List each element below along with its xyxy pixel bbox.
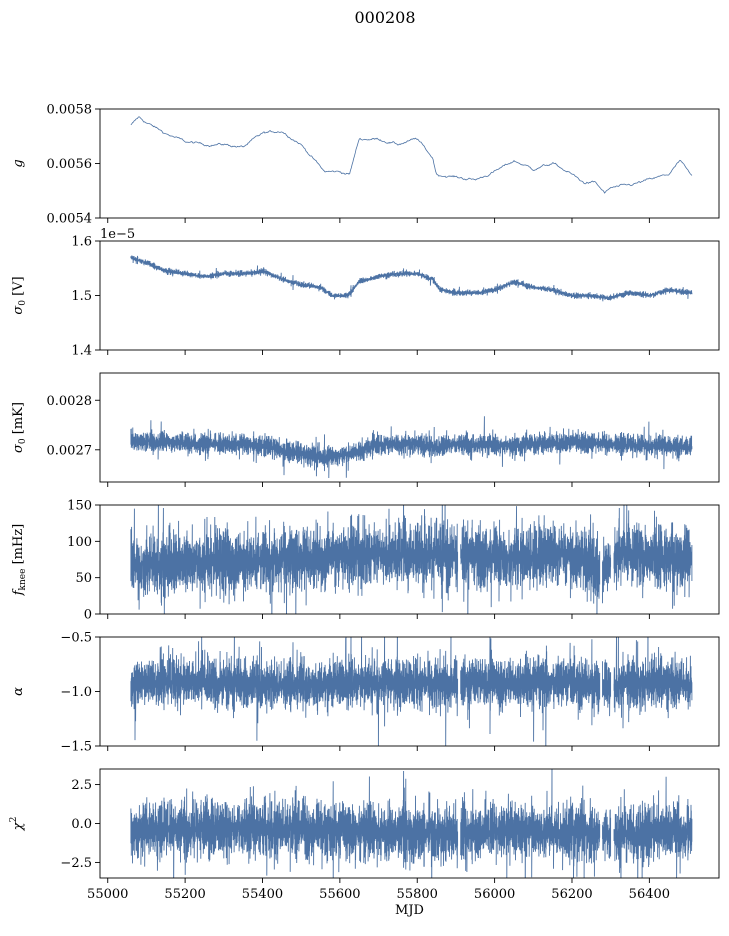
ytick-label: 50 bbox=[75, 571, 92, 586]
ytick-label: 0.0027 bbox=[47, 443, 93, 458]
xtick-label: 55400 bbox=[242, 887, 283, 902]
series-band-chi2 bbox=[130, 769, 693, 878]
series-band-alpha bbox=[130, 637, 693, 746]
panel-g: 0.0054 0.0056 0.0058 g bbox=[11, 103, 720, 227]
ytick-label: 0.0028 bbox=[47, 394, 93, 409]
ytick-label: 1.4 bbox=[71, 344, 92, 359]
axes-frame bbox=[99, 240, 720, 351]
ytick-label: 0 bbox=[84, 608, 92, 623]
ytick-label: 2.5 bbox=[71, 778, 92, 793]
series-band-fknee bbox=[130, 505, 693, 614]
ylabel-sigma0_mK: σ0 [mK] bbox=[11, 402, 28, 453]
ytick-label: 0.0058 bbox=[47, 103, 93, 118]
ytick-label: −1.5 bbox=[60, 740, 92, 755]
axes-frame bbox=[99, 108, 720, 219]
xtick-label: 56000 bbox=[474, 887, 515, 902]
panel-alpha: −1.5 −1.0 −0.5 α bbox=[11, 631, 720, 755]
ylabel-alpha: α bbox=[11, 687, 26, 696]
ylabel-fknee: fknee [mHz] bbox=[11, 524, 28, 597]
ytick-label: 1.5 bbox=[71, 289, 92, 304]
figure-title: 000208 bbox=[354, 8, 415, 27]
ytick-label: 100 bbox=[67, 535, 92, 550]
axes-frame bbox=[99, 372, 720, 483]
series-band-sigma0_mK bbox=[130, 416, 693, 479]
xtick-label: 55200 bbox=[164, 887, 205, 902]
series-line-g bbox=[130, 116, 693, 194]
ytick-label: −1.0 bbox=[60, 685, 92, 700]
xtick-label: 56200 bbox=[551, 887, 592, 902]
ytick-label: 0.0 bbox=[71, 817, 92, 832]
panel-sigma0_mK: 0.0027 0.0028 σ0 [mK] bbox=[11, 372, 720, 487]
ytick-label: −2.5 bbox=[60, 856, 92, 871]
xtick-label: 55000 bbox=[87, 887, 128, 902]
xtick-label: 55600 bbox=[319, 887, 360, 902]
series-band-sigma0_V bbox=[130, 255, 693, 302]
panels: 0.0054 0.0056 0.0058 g 1.4 1.5 1.6 1e−5 σ0 [V] 0.… bbox=[9, 103, 720, 918]
axes-frame bbox=[99, 504, 720, 615]
panel-chi2: −2.5 0.0 2.5 55000 55200 55400 55600 55800 56000… bbox=[9, 768, 720, 918]
ylabel-sigma0_V: σ0 [V] bbox=[11, 276, 28, 314]
ylabel-chi2: χ2 bbox=[9, 817, 26, 832]
ytick-label: 0.0056 bbox=[47, 157, 93, 172]
offset-text: 1e−5 bbox=[100, 227, 135, 242]
xtick-label: 56400 bbox=[629, 887, 670, 902]
ytick-label: −0.5 bbox=[60, 631, 92, 646]
ytick-label: 0.0054 bbox=[47, 212, 93, 227]
panel-fknee: 0 50 100 150 fknee [mHz] bbox=[11, 499, 720, 623]
xtick-label: 55800 bbox=[397, 887, 438, 902]
ytick-label: 1.6 bbox=[71, 235, 92, 250]
panel-sigma0_V: 1.4 1.5 1.6 1e−5 σ0 [V] bbox=[11, 227, 720, 359]
xlabel: MJD bbox=[395, 903, 424, 918]
ylabel-g: g bbox=[11, 159, 26, 167]
ytick-label: 150 bbox=[67, 499, 92, 514]
